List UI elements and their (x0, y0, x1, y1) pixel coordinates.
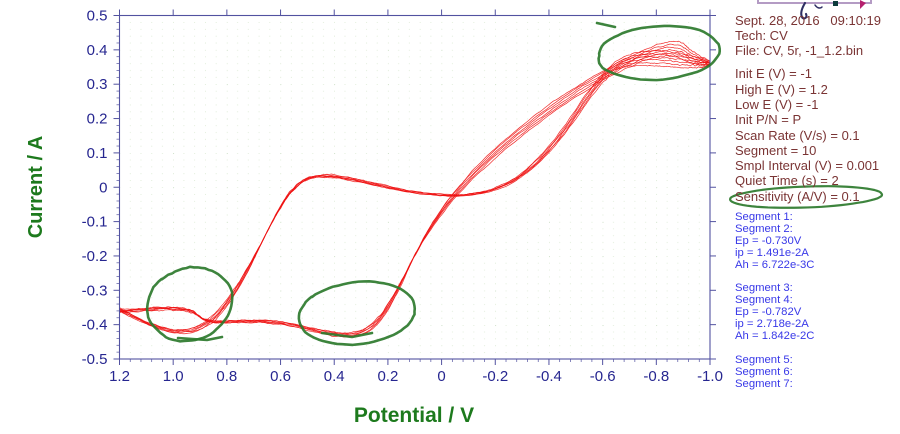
svg-text:0.2: 0.2 (377, 368, 398, 385)
svg-text:0.3: 0.3 (87, 76, 108, 93)
svg-text:-1.0: -1.0 (697, 368, 723, 385)
svg-text:1.2: 1.2 (109, 368, 130, 385)
svg-text:0.2: 0.2 (87, 111, 108, 128)
svg-text:-0.2: -0.2 (82, 248, 108, 265)
svg-text:-0.2: -0.2 (482, 368, 508, 385)
svg-text:0.5: 0.5 (87, 8, 108, 25)
svg-text:0: 0 (437, 368, 445, 385)
svg-text:0.1: 0.1 (87, 145, 108, 162)
svg-text:0.4: 0.4 (324, 368, 345, 385)
svg-text:-0.4: -0.4 (82, 317, 108, 334)
svg-text:-0.1: -0.1 (82, 214, 108, 231)
svg-text:-0.3: -0.3 (82, 282, 108, 299)
svg-text:-0.5: -0.5 (82, 351, 108, 368)
svg-text:0: 0 (99, 179, 107, 196)
svg-text:-0.6: -0.6 (590, 368, 616, 385)
svg-text:0.4: 0.4 (87, 42, 108, 59)
svg-text:Potential / V: Potential / V (354, 404, 474, 427)
svg-text:1.0: 1.0 (163, 368, 184, 385)
svg-text:Current / A: Current / A (25, 136, 47, 239)
svg-text:-0.4: -0.4 (536, 368, 562, 385)
svg-text:0.6: 0.6 (270, 368, 291, 385)
svg-text:-0.8: -0.8 (643, 368, 669, 385)
svg-text:0.8: 0.8 (216, 368, 237, 385)
